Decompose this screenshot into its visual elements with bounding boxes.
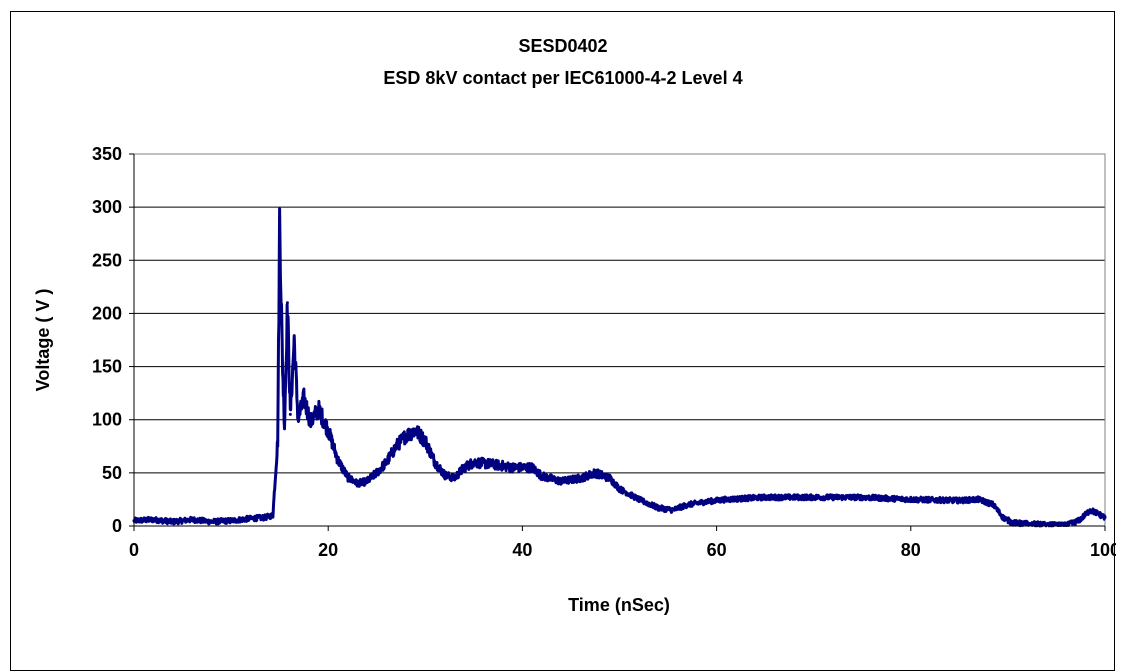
data-point	[1103, 515, 1107, 519]
y-tick-label: 200	[92, 303, 122, 323]
data-point	[1011, 521, 1015, 525]
axes	[129, 153, 1106, 531]
x-tick-label: 20	[318, 540, 338, 560]
data-point	[1077, 519, 1081, 523]
data-point	[618, 487, 621, 491]
data-point	[579, 476, 583, 480]
data-point	[288, 412, 292, 416]
data-point	[491, 462, 495, 466]
data-point	[355, 481, 359, 485]
data-point	[812, 495, 816, 499]
data-point	[559, 479, 563, 483]
data-point	[593, 471, 597, 475]
data-point	[452, 476, 456, 480]
data-point	[414, 428, 418, 432]
chart-frame: SESD0402 ESD 8kV contact per IEC61000-4-…	[10, 11, 1116, 671]
x-tick-label: 0	[129, 540, 139, 560]
y-tick-label: 250	[92, 250, 122, 270]
y-tick-label: 300	[92, 197, 122, 217]
data-point	[1025, 522, 1029, 526]
series-line-0	[132, 207, 1107, 528]
data-point	[511, 466, 515, 470]
series-group	[132, 207, 1107, 528]
data-point	[384, 460, 388, 464]
data-point	[292, 338, 296, 342]
y-tick-label: 150	[92, 357, 122, 377]
chart-subtitle: ESD 8kV contact per IEC61000-4-2 Level 4	[383, 68, 742, 88]
data-point	[540, 474, 544, 478]
data-point	[229, 519, 233, 523]
data-point	[151, 518, 155, 522]
data-point	[724, 497, 728, 501]
y-axis-title: Voltage ( V )	[33, 289, 53, 392]
data-point	[763, 495, 767, 499]
data-point	[271, 513, 275, 517]
y-tick-label: 350	[92, 144, 122, 164]
data-point	[404, 434, 408, 438]
data-point	[394, 444, 398, 448]
x-tick-labels: 0 20 40 60 80 100	[129, 540, 1116, 560]
x-tick-label: 80	[901, 540, 921, 560]
data-point	[276, 439, 280, 443]
y-tick-label: 50	[102, 463, 122, 483]
x-axis-title: Time (nSec)	[568, 595, 670, 615]
data-point	[285, 301, 289, 305]
data-point	[433, 460, 437, 464]
data-point	[462, 466, 466, 470]
data-point	[190, 518, 194, 522]
chart-svg: SESD0402 ESD 8kV contact per IEC61000-4-…	[33, 36, 1116, 615]
data-point	[365, 479, 369, 483]
data-point	[860, 495, 864, 499]
data-point	[705, 500, 709, 504]
data-point	[375, 471, 379, 475]
data-point	[263, 515, 267, 519]
chart-title: SESD0402	[518, 36, 607, 56]
data-point	[977, 497, 981, 501]
y-tick-label: 100	[92, 410, 122, 430]
data-point	[530, 466, 534, 470]
data-point	[608, 476, 612, 480]
data-point	[423, 439, 427, 443]
data-point	[346, 475, 350, 479]
data-point	[249, 517, 253, 521]
y-tick-label: 0	[112, 516, 122, 536]
data-point	[336, 458, 340, 462]
data-point	[656, 506, 660, 510]
data-point	[326, 428, 330, 432]
x-tick-label: 40	[512, 540, 532, 560]
x-tick-label: 60	[707, 540, 727, 560]
data-point	[685, 503, 689, 507]
data-point	[171, 520, 175, 524]
data-point	[1001, 515, 1005, 519]
data-point	[302, 396, 306, 400]
data-point	[1088, 508, 1092, 512]
data-point	[1064, 523, 1068, 527]
data-point	[278, 216, 282, 220]
data-point	[283, 423, 287, 427]
data-point	[443, 473, 447, 477]
data-point	[991, 503, 995, 507]
data-point	[957, 498, 961, 502]
data-point	[210, 520, 214, 524]
data-point	[909, 497, 913, 501]
data-point	[671, 508, 675, 512]
data-point	[309, 420, 313, 424]
data-point	[1095, 511, 1099, 515]
data-point	[296, 418, 300, 422]
data-point	[472, 460, 476, 464]
data-point	[316, 407, 320, 411]
data-point	[281, 365, 285, 369]
data-point	[637, 497, 641, 501]
y-tick-labels: 0 50 100 150 200 250 300 350	[92, 144, 122, 536]
x-tick-label: 100	[1090, 540, 1116, 560]
